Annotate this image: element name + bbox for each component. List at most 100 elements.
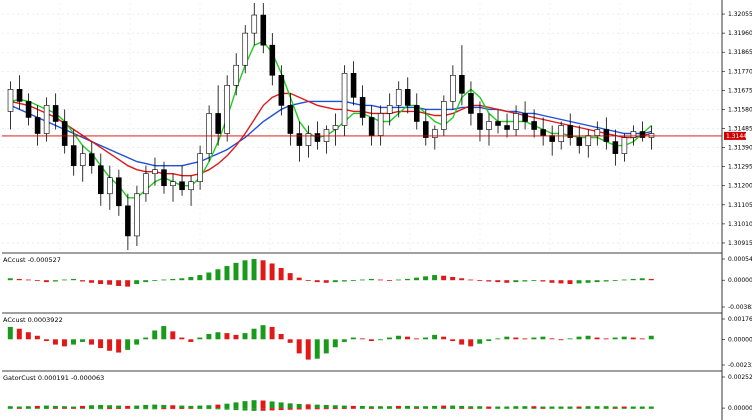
candle-body bbox=[495, 121, 501, 126]
histogram-bar bbox=[260, 325, 266, 340]
histogram-bar bbox=[368, 406, 374, 409]
histogram-bar bbox=[34, 335, 40, 340]
histogram-bar bbox=[260, 400, 266, 409]
candle-body bbox=[423, 121, 429, 138]
candle-body bbox=[612, 141, 619, 154]
histogram-bar bbox=[7, 408, 13, 409]
histogram-bar bbox=[621, 336, 627, 340]
y-tick-label: 1.31105 bbox=[728, 202, 752, 209]
histogram-bar bbox=[7, 326, 13, 340]
histogram-bar bbox=[287, 408, 293, 410]
candle-body bbox=[621, 137, 628, 154]
histogram-bar bbox=[233, 334, 239, 340]
histogram-bar bbox=[125, 339, 131, 350]
histogram-bar bbox=[305, 339, 311, 360]
histogram-bar bbox=[197, 275, 203, 281]
y-tick-label: 0.0017627 bbox=[728, 316, 752, 323]
histogram-bar bbox=[477, 408, 483, 409]
histogram-bar bbox=[80, 408, 85, 409]
candle-body bbox=[224, 85, 230, 134]
histogram-bar bbox=[125, 280, 131, 287]
histogram-bar bbox=[161, 404, 167, 409]
candle-body bbox=[242, 32, 249, 66]
histogram-bar bbox=[486, 339, 492, 342]
y-tick-label: 1.31580 bbox=[728, 106, 752, 113]
candle-body bbox=[305, 133, 312, 146]
histogram-bar bbox=[549, 280, 555, 283]
histogram-bar bbox=[368, 408, 374, 409]
candle-body bbox=[161, 169, 167, 187]
histogram-bar bbox=[558, 280, 564, 284]
histogram-bar bbox=[179, 408, 185, 409]
histogram-bar bbox=[585, 280, 591, 283]
candle-body bbox=[16, 89, 23, 102]
candle-body bbox=[125, 205, 131, 237]
indicator-panel-2: ACcust 0.0003922 0.0017627 0.000000 -0.002… bbox=[3, 316, 752, 369]
histogram-bar bbox=[350, 405, 356, 409]
histogram-bar bbox=[188, 339, 194, 342]
y-tick-label: 1.32055 bbox=[728, 11, 752, 18]
current-price-label: 1.31448 bbox=[726, 133, 751, 140]
y-tick-label: 0.000000 bbox=[728, 336, 752, 343]
histogram-bar bbox=[540, 408, 546, 409]
candle-body bbox=[332, 125, 339, 130]
histogram-bar bbox=[441, 336, 447, 340]
histogram-bar bbox=[206, 272, 212, 281]
y-tick-label: 0.000000 bbox=[728, 405, 752, 412]
histogram-bar bbox=[477, 339, 483, 344]
histogram-bar bbox=[98, 408, 104, 410]
histogram-bar bbox=[7, 406, 13, 409]
histogram-bar bbox=[98, 280, 104, 285]
histogram-bar bbox=[504, 336, 510, 340]
histogram-bar bbox=[305, 404, 311, 409]
indicator-2-label: ACcust 0.0003922 bbox=[3, 316, 63, 324]
candle-body bbox=[278, 74, 285, 106]
histogram-bar bbox=[495, 406, 501, 409]
histogram-bar bbox=[441, 405, 447, 409]
candle-body bbox=[630, 131, 637, 138]
candle-body bbox=[179, 181, 185, 191]
histogram-bar bbox=[296, 403, 302, 409]
candle-body bbox=[648, 133, 655, 138]
histogram-bar bbox=[314, 280, 320, 283]
histogram-bar bbox=[278, 267, 284, 281]
candle-body bbox=[594, 129, 601, 136]
y-tick-label: 1.31485 bbox=[728, 126, 752, 133]
y-tick-label: 1.31010 bbox=[728, 221, 752, 228]
candle-body bbox=[34, 117, 41, 134]
histogram-bar bbox=[450, 276, 456, 281]
candle-body bbox=[134, 193, 140, 237]
candle-body bbox=[152, 169, 158, 174]
histogram-bar bbox=[332, 408, 338, 410]
candle-body bbox=[558, 125, 564, 142]
histogram-bar bbox=[405, 336, 410, 340]
histogram-bar bbox=[531, 337, 537, 340]
histogram-bar bbox=[134, 339, 140, 345]
histogram-bar bbox=[603, 338, 609, 340]
candle-body bbox=[413, 105, 420, 122]
histogram-bar bbox=[639, 408, 645, 409]
candle-body bbox=[206, 113, 212, 154]
histogram-bar bbox=[459, 408, 465, 409]
indicator-1-label: ACcust -0.000527 bbox=[3, 256, 61, 264]
candle-body bbox=[323, 129, 330, 142]
histogram-bar bbox=[567, 338, 573, 340]
histogram-bar bbox=[296, 339, 302, 354]
y-tick-label: 1.31675 bbox=[728, 87, 752, 94]
candle-body bbox=[170, 181, 176, 187]
histogram-bar bbox=[603, 280, 609, 282]
histogram-bar bbox=[61, 339, 67, 347]
histogram-bar bbox=[116, 408, 122, 409]
candle-body bbox=[98, 165, 104, 195]
histogram-bar bbox=[432, 275, 438, 281]
histogram-bar bbox=[350, 280, 356, 281]
candle-body bbox=[314, 133, 321, 142]
histogram-bar bbox=[287, 339, 293, 343]
histogram-bar bbox=[323, 404, 329, 409]
histogram-bar bbox=[386, 280, 392, 281]
histogram-bar bbox=[71, 278, 76, 281]
histogram-bar bbox=[152, 408, 158, 410]
